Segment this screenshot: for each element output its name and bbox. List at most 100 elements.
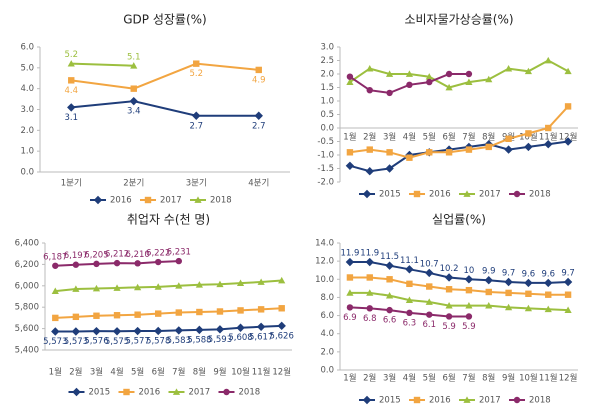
x-tick-label: 12월 [559,373,578,384]
marker [484,275,493,285]
marker [92,326,101,336]
y-tick-label: 2.5 [320,56,334,66]
marker [130,85,137,92]
marker [513,396,521,404]
y-tick-label: -0.5 [317,137,334,147]
marker [445,313,453,320]
marker [465,146,473,153]
data-label: 5,575 [105,337,129,347]
data-label: 5,576 [84,337,108,347]
marker [405,70,414,77]
marker [51,287,59,295]
y-tick-label: 5,600 [15,324,39,334]
marker [345,161,355,170]
marker [345,257,355,267]
marker [71,327,81,336]
marker [346,289,354,296]
x-tick-label: 8월 [482,132,495,143]
x-tick-label: 6월 [152,367,165,378]
marker [505,135,512,142]
marker [236,323,245,332]
marker [385,70,394,77]
marker [505,289,512,297]
legend-label: 2017 [479,396,501,406]
x-tick-label: 11월 [539,132,558,143]
marker [68,77,75,84]
marker [134,260,141,267]
data-label: 5,608 [228,333,252,343]
marker [215,325,225,334]
y-tick-label: 12.0 [315,257,334,267]
y-tick-label: 8.0 [320,293,334,303]
marker [67,103,76,112]
line-chart: 실업률(%) 0.0 2.0 4.0 6.0 8.0 10.0 12.0 14.0 1월 2월 3월 4… [315,213,578,406]
marker [465,301,473,309]
x-tick-label: 1월 [49,367,62,378]
x-tick-label: 5월 [131,367,144,378]
legend-label: 2016 [139,388,161,398]
marker [385,164,394,173]
legend-label: 2018 [239,388,261,398]
marker [346,304,354,311]
marker [425,268,434,278]
y-tick-label: 6,400 [15,239,39,249]
data-label: 11.9 [360,249,379,259]
marker [464,275,474,284]
chart-title: 실업률(%) [432,213,486,227]
marker [544,56,552,64]
marker [405,296,414,304]
marker [504,65,513,72]
y-tick-label: -2.0 [317,178,334,188]
data-label: 6.6 [383,316,397,326]
marker [72,313,80,321]
marker [278,305,285,312]
y-tick-label: 5,400 [15,346,39,356]
x-tick-label: 12월 [559,132,578,143]
y-tick-label: 6,200 [15,260,39,270]
x-tick-label: 2월 [363,132,376,143]
marker [223,388,230,396]
marker [346,73,354,80]
marker [445,70,453,78]
data-label: 9.6 [522,269,536,279]
y-tick-label: 6.0 [320,311,334,321]
legend-label: 2016 [429,396,451,406]
data-label: 6,187 [43,252,67,262]
x-tick-label: 8월 [482,373,495,384]
data-label: 5.1 [127,52,141,62]
x-tick-label: 12월 [272,367,291,378]
marker [444,273,454,282]
data-label: 2.7 [189,121,203,131]
data-label: 6.1 [422,320,436,330]
marker [72,387,81,397]
marker [92,284,101,292]
legend-label: 2017 [160,196,182,206]
marker [155,258,162,266]
marker [544,305,552,313]
y-tick-label: -1.0 [317,151,334,161]
data-label: 6,212 [105,250,129,260]
marker [524,142,533,152]
data-label: 5,626 [270,331,294,341]
marker [175,257,182,265]
y-tick-label: 0.5 [320,110,334,120]
marker [413,396,421,404]
marker [366,146,373,153]
x-tick-label: 4월 [403,373,416,384]
data-label: 4.9 [252,75,266,85]
x-tick-label: 8월 [193,367,206,378]
marker [236,279,245,287]
data-label: 5,573 [64,337,88,347]
marker [362,189,372,199]
series-line [349,140,569,173]
x-tick-label: 7월 [172,367,185,378]
data-label: 5,593 [208,335,232,345]
x-tick-label: 10월 [519,132,538,143]
data-label: 10.2 [440,264,459,274]
marker [216,280,224,288]
y-tick-label: 5.0 [20,63,34,73]
marker [525,290,532,297]
data-label: 6,231 [167,248,191,258]
marker [93,195,103,205]
line-chart: 취업자 수(천 명) 5,400 5,600 5,800 6,000 6,200 6,400… [15,212,294,398]
